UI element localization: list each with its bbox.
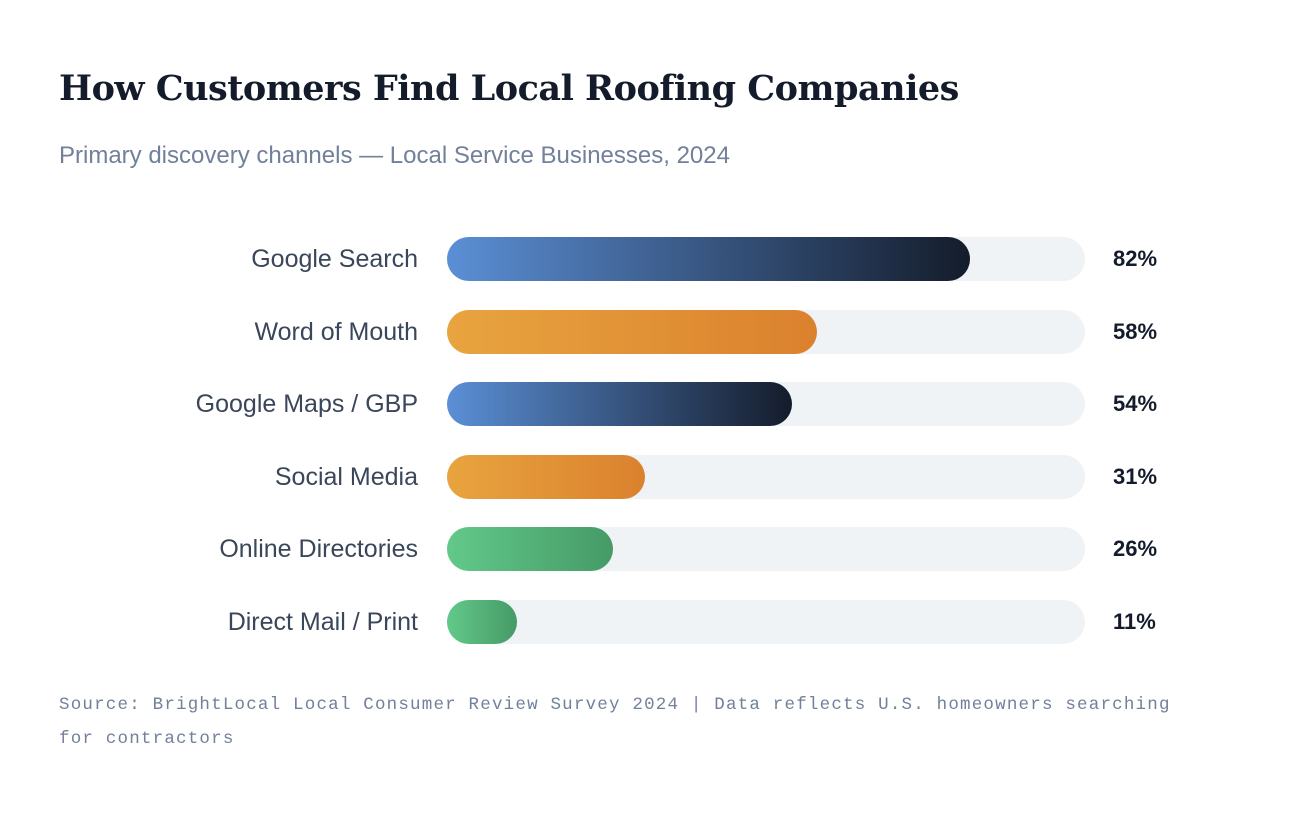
bar [447,237,971,281]
chart-subtitle: Primary discovery channels — Local Servi… [59,142,730,169]
value-label: 54% [1113,391,1158,416]
bar [447,600,518,644]
bar-track [447,600,1085,644]
bar [447,382,792,426]
category-label: Social Media [274,463,418,491]
category-label: Google Maps / GBP [195,390,418,418]
bar [447,455,645,499]
chart-title: How Customers Find Local Roofing Compani… [59,68,959,109]
bar [447,310,818,354]
bar-row: Google Search 82% [0,237,1294,281]
value-label: 11% [1113,609,1156,634]
value-label: 31% [1113,464,1158,489]
category-label: Google Search [251,245,418,273]
bar-row: Social Media 31% [0,455,1294,499]
bar-track [447,382,1085,426]
bar-track [447,310,1085,354]
category-label: Online Directories [219,535,418,563]
bar-row: Word of Mouth 58% [0,310,1294,354]
bar-row: Online Directories 26% [0,527,1294,571]
bar [447,527,613,571]
value-label: 26% [1113,536,1158,561]
source-footnote: Source: BrightLocal Local Consumer Revie… [59,695,1171,749]
bar-track [447,237,1085,281]
category-label: Direct Mail / Print [227,608,418,636]
bar-row: Direct Mail / Print 11% [0,600,1294,644]
bar-track [447,527,1085,571]
value-label: 82% [1113,246,1158,271]
category-label: Word of Mouth [254,318,418,346]
value-label: 58% [1113,319,1158,344]
bar-track [447,455,1085,499]
bar-row: Google Maps / GBP 54% [0,382,1294,426]
